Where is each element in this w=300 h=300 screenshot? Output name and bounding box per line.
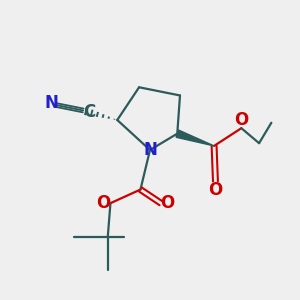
Polygon shape	[176, 130, 214, 146]
Text: N: N	[143, 141, 157, 159]
Text: O: O	[208, 181, 223, 199]
Text: O: O	[160, 194, 175, 212]
Text: C: C	[83, 103, 95, 121]
Text: O: O	[234, 111, 248, 129]
Text: O: O	[97, 194, 111, 212]
Text: N: N	[45, 94, 59, 112]
